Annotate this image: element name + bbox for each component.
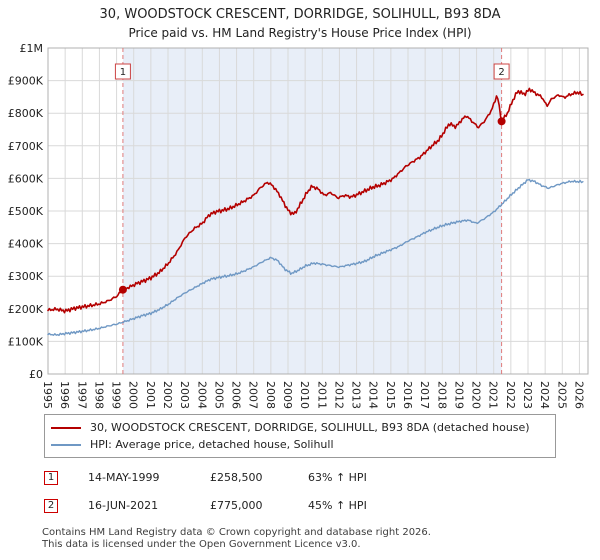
- footer-line-1: Contains HM Land Registry data © Crown c…: [42, 527, 431, 538]
- svg-text:2001: 2001: [144, 381, 157, 409]
- svg-text:2022: 2022: [504, 381, 517, 409]
- svg-text:2014: 2014: [367, 381, 380, 409]
- chart-legend: 30, WOODSTOCK CRESCENT, DORRIDGE, SOLIHU…: [44, 414, 556, 458]
- svg-text:2004: 2004: [195, 381, 208, 409]
- sale-2-hpi-delta: 45% ↑ HPI: [308, 499, 367, 512]
- svg-text:2002: 2002: [161, 381, 174, 409]
- sale-2-price: £775,000: [210, 499, 263, 512]
- svg-text:2024: 2024: [538, 381, 551, 409]
- svg-text:2026: 2026: [572, 381, 585, 409]
- svg-text:1997: 1997: [75, 381, 88, 409]
- svg-text:2016: 2016: [401, 381, 414, 409]
- svg-text:2008: 2008: [264, 381, 277, 409]
- svg-text:£1M: £1M: [20, 42, 44, 55]
- svg-text:2010: 2010: [298, 381, 311, 409]
- svg-text:£0: £0: [29, 368, 43, 381]
- svg-text:2013: 2013: [350, 381, 363, 409]
- svg-text:2007: 2007: [247, 381, 260, 409]
- svg-text:2005: 2005: [212, 381, 225, 409]
- footer-line-2: This data is licensed under the Open Gov…: [42, 539, 361, 550]
- svg-text:£900K: £900K: [8, 75, 44, 88]
- sale-1-hpi-delta: 63% ↑ HPI: [308, 471, 367, 484]
- svg-text:2017: 2017: [418, 381, 431, 409]
- svg-text:1998: 1998: [92, 381, 105, 409]
- legend-item-property: 30, WOODSTOCK CRESCENT, DORRIDGE, SOLIHU…: [51, 419, 549, 436]
- license-footer: Contains HM Land Registry data © Crown c…: [42, 527, 600, 551]
- svg-text:£100K: £100K: [8, 335, 44, 348]
- sale-1-date: 14-MAY-1999: [88, 471, 160, 484]
- sale-1-marker: 1: [44, 470, 58, 485]
- property-line-swatch: [51, 426, 81, 429]
- legend-label-hpi: HPI: Average price, detached house, Soli…: [90, 438, 334, 451]
- svg-text:2020: 2020: [470, 381, 483, 409]
- svg-text:2: 2: [498, 67, 504, 78]
- page-subtitle: Price paid vs. HM Land Registry's House …: [128, 26, 472, 40]
- svg-text:£500K: £500K: [8, 205, 44, 218]
- svg-text:£300K: £300K: [8, 270, 44, 283]
- legend-label-property: 30, WOODSTOCK CRESCENT, DORRIDGE, SOLIHU…: [90, 421, 530, 434]
- svg-text:1996: 1996: [58, 381, 71, 409]
- svg-text:2021: 2021: [487, 381, 500, 409]
- sale-1-price: £258,500: [210, 471, 263, 484]
- svg-text:2006: 2006: [230, 381, 243, 409]
- page-title: 30, WOODSTOCK CRESCENT, DORRIDGE, SOLIHU…: [99, 7, 501, 22]
- sale-2-date: 16-JUN-2021: [88, 499, 159, 512]
- svg-text:£700K: £700K: [8, 140, 44, 153]
- svg-text:1999: 1999: [110, 381, 123, 409]
- legend-item-hpi: HPI: Average price, detached house, Soli…: [51, 436, 549, 453]
- svg-text:2003: 2003: [178, 381, 191, 409]
- svg-text:2019: 2019: [452, 381, 465, 409]
- price-history-chart: 1 2 £0 £100K £200K £300K £400K £500K £600K £700K £…: [0, 42, 600, 414]
- hpi-line-swatch: [51, 443, 81, 446]
- svg-text:2025: 2025: [555, 381, 568, 409]
- svg-text:2000: 2000: [127, 381, 140, 409]
- svg-text:2011: 2011: [315, 381, 328, 409]
- svg-text:2009: 2009: [281, 381, 294, 409]
- chart-header: 30, WOODSTOCK CRESCENT, DORRIDGE, SOLIHU…: [0, 0, 600, 40]
- svg-text:2023: 2023: [521, 381, 534, 409]
- svg-text:£800K: £800K: [8, 107, 44, 120]
- chart-canvas: 1 2 £0 £100K £200K £300K £400K £500K £600K £700K £…: [8, 42, 589, 409]
- svg-text:1: 1: [120, 67, 126, 78]
- svg-text:2018: 2018: [435, 381, 448, 409]
- sale-annotation-row: 2 16-JUN-2021 £775,000 45% ↑ HPI: [44, 497, 600, 514]
- svg-text:£600K: £600K: [8, 172, 44, 185]
- sale-annotation-row: 1 14-MAY-1999 £258,500 63% ↑ HPI: [44, 469, 600, 486]
- svg-text:1995: 1995: [41, 381, 54, 409]
- svg-text:£200K: £200K: [8, 303, 44, 316]
- svg-text:2015: 2015: [384, 381, 397, 409]
- svg-text:£400K: £400K: [8, 238, 44, 251]
- svg-text:2012: 2012: [332, 381, 345, 409]
- sale-2-marker: 2: [44, 498, 58, 513]
